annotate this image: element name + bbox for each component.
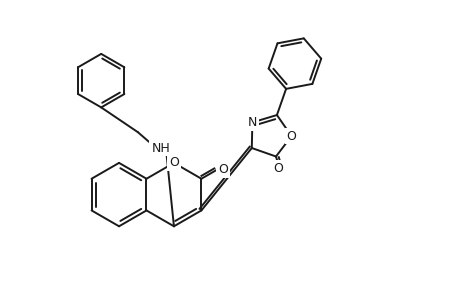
Text: N: N	[247, 116, 257, 129]
Text: O: O	[286, 130, 296, 142]
Text: O: O	[273, 162, 282, 175]
Text: O: O	[218, 163, 227, 176]
Text: NH: NH	[151, 142, 170, 154]
Text: O: O	[168, 156, 179, 170]
